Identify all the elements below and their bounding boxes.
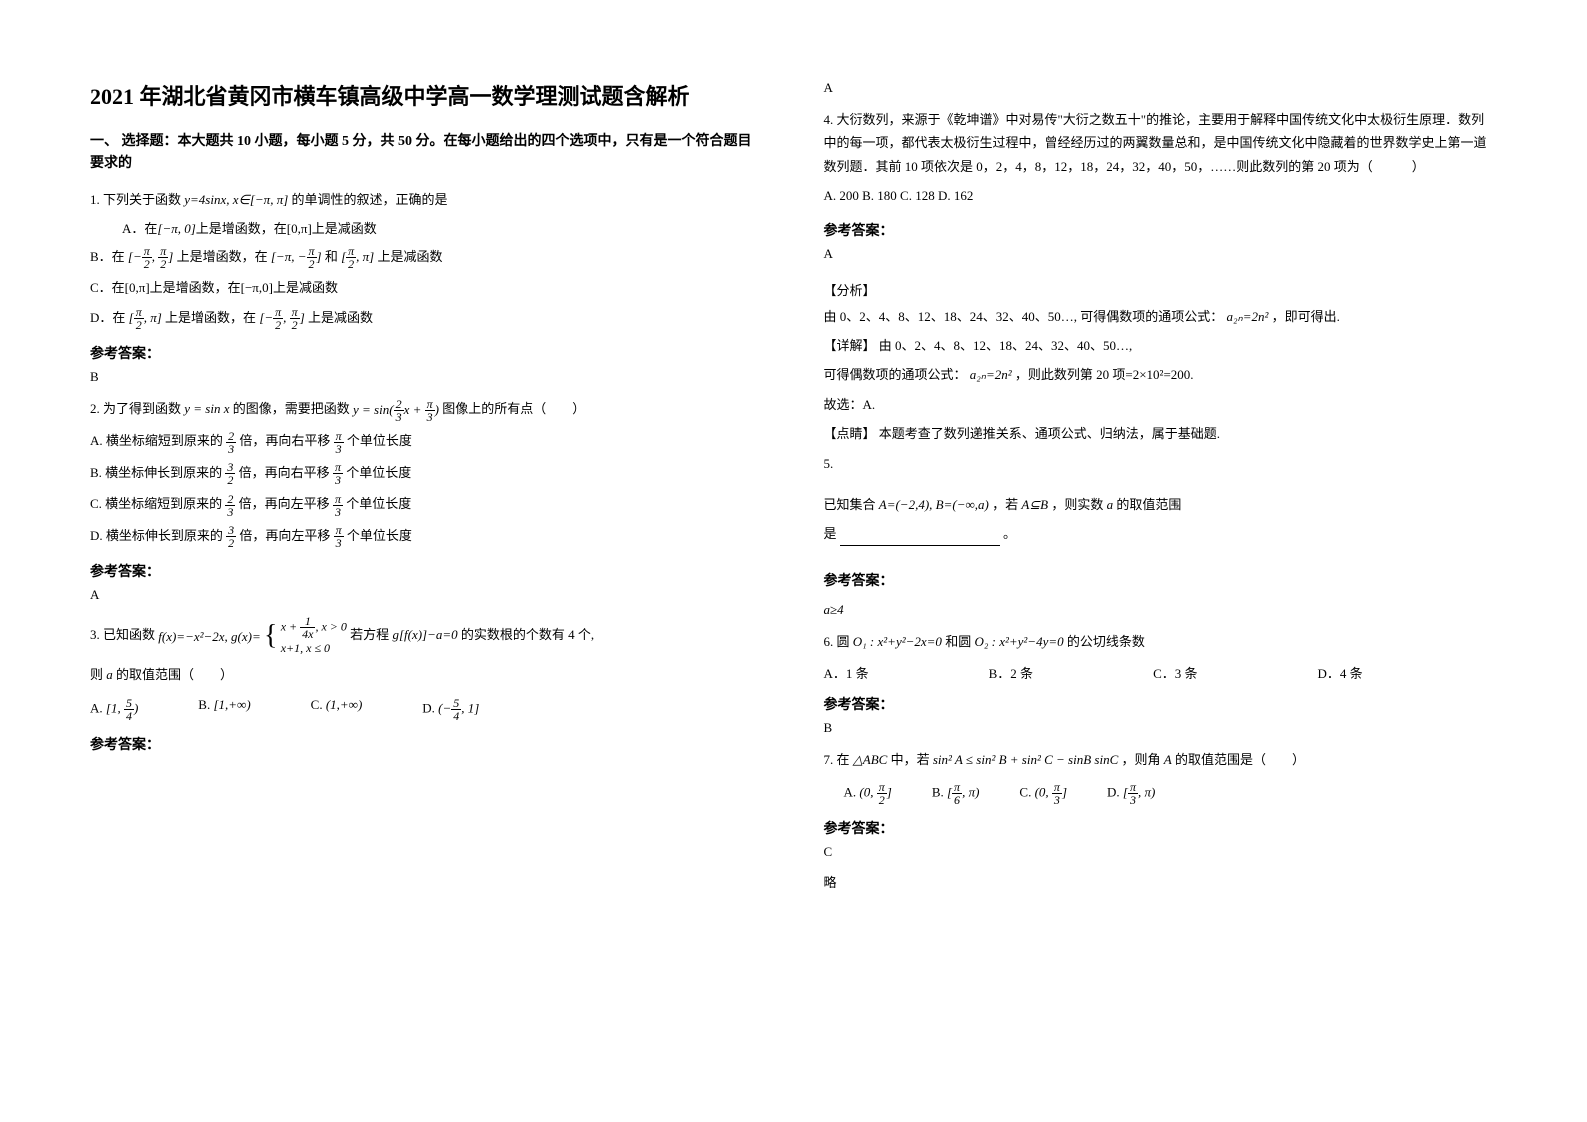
q4-answer-label: 参考答案： xyxy=(824,220,1498,240)
q2-optD: D. 横坐标伸长到原来的 32 倍，再向左平移 π3 个单位长度 xyxy=(90,524,764,550)
q3-line2: 则 a 的取值范围（ ） xyxy=(90,663,764,686)
q5-line2: 是 。 xyxy=(824,522,1498,545)
right-column: A 4. 大衍数列，来源于《乾坤谱》中对易传"大衍之数五十"的推论，主要用于解释… xyxy=(824,80,1498,1082)
q1-stem-suffix: 的单调性的叙述，正确的是 xyxy=(292,192,448,207)
q6-optA: A．1 条 xyxy=(824,663,869,682)
sin-formula: y = sin(23x + π3) xyxy=(353,398,439,424)
q4-options: A. 200 B. 180 C. 128 D. 162 xyxy=(824,184,1498,207)
q5-answer-label: 参考答案： xyxy=(824,570,1498,590)
q4-detail2: 可得偶数项的通项公式： a₂ₙ=2n² ，则此数列第 20 项=2×10²=20… xyxy=(824,363,1498,386)
section-header: 一、 选择题：本大题共 10 小题，每小题 5 分，共 50 分。在每小题给出的… xyxy=(90,131,764,176)
blank-line xyxy=(840,532,1000,546)
q7-answer-label: 参考答案： xyxy=(824,818,1498,838)
q4-detail3: 故选：A. xyxy=(824,393,1498,416)
q3-f-def: f(x)=−x²−2x, g(x)= xyxy=(158,625,261,648)
q2-answer: A xyxy=(90,587,764,603)
q1-formula: y=4sinx, x∈[−π, π] xyxy=(184,192,288,207)
q2-optB: B. 横坐标伸长到原来的 32 倍，再向右平移 π3 个单位长度 xyxy=(90,461,764,487)
q1-optA: A．在[−π, 0]上是增函数，在[0,π]上是减函数 xyxy=(122,217,764,240)
document-title: 2021 年湖北省黄冈市横车镇高级中学高一数学理测试题含解析 xyxy=(90,80,764,113)
q6-optC: C．3 条 xyxy=(1153,663,1197,682)
q1-answer-label: 参考答案： xyxy=(90,343,764,363)
q7-answer: C xyxy=(824,844,1498,860)
q3-optC: C. (1,+∞) xyxy=(311,697,363,722)
brace-icon: { xyxy=(264,622,277,650)
q3-optA: A. [1, 54) xyxy=(90,697,138,722)
q4-answer: A xyxy=(824,246,1498,262)
left-column: 2021 年湖北省黄冈市横车镇高级中学高一数学理测试题含解析 一、 选择题：本大… xyxy=(90,80,764,1082)
q2-stem: 2. 为了得到函数 y = sin x 的图像，需要把函数 y = sin(23… xyxy=(90,397,764,423)
q3-optB: B. [1,+∞) xyxy=(198,697,250,722)
q1-optD: D．在 [π2, π] 上是增函数，在 [−π2, π2] 上是减函数 xyxy=(90,306,764,332)
q6-answer: B xyxy=(824,720,1498,736)
q7-optC: C. (0, π3] xyxy=(1019,781,1067,806)
interval-icon: [−π2, π2] xyxy=(259,306,304,332)
interval-icon: [−π, −π2] xyxy=(271,245,322,271)
q7-options: A. (0, π2] B. [π6, π) C. (0, π3] D. [π3,… xyxy=(844,781,1498,806)
q4-stem: 4. 大衍数列，来源于《乾坤谱》中对易传"大衍之数五十"的推论，主要用于解释中国… xyxy=(824,108,1498,178)
q3-stem: 3. 已知函数 f(x)=−x²−2x, g(x)= { x + 14x, x … xyxy=(90,615,764,657)
q3-answer: A xyxy=(824,80,1498,96)
q4-analysis: 由 0、2、4、8、12、18、24、32、40、50…, 可得偶数项的通项公式… xyxy=(824,305,1498,328)
q5-answer: a≥4 xyxy=(824,602,1498,618)
q6-optD: D．4 条 xyxy=(1317,663,1362,682)
q5-num: 5. xyxy=(824,452,1498,475)
q7-brief: 略 xyxy=(824,872,1498,891)
q1-stem: 1. 下列关于函数 y=4sinx, x∈[−π, π] 的单调性的叙述，正确的… xyxy=(90,188,764,211)
q3-optD: D. (−54, 1] xyxy=(422,697,479,722)
q5-stem: 已知集合 A=(−2,4), B=(−∞,a) ，若 A⊆B ，则实数 a 的取… xyxy=(824,493,1498,516)
q1-optB: B．在 [−π2, π2] 上是增函数，在 [−π, −π2] 和 [π2, π… xyxy=(90,245,764,271)
q4-detail: 【详解】 由 0、2、4、8、12、18、24、32、40、50…, xyxy=(824,334,1498,357)
q7-optD: D. [π3, π) xyxy=(1107,781,1155,806)
q1-answer: B xyxy=(90,369,764,385)
q6-options: A．1 条 B．2 条 C．3 条 D．4 条 xyxy=(824,663,1498,682)
interval-icon: [−π2, π2] xyxy=(128,245,173,271)
q4-comment: 【点睛】 本题考查了数列递推关系、通项公式、归纳法，属于基础题. xyxy=(824,422,1498,445)
q2-optA: A. 横坐标缩短到原来的 23 倍，再向右平移 π3 个单位长度 xyxy=(90,429,764,455)
q4-analysis-label: 【分析】 xyxy=(824,280,1498,299)
interval-icon: [π2, π] xyxy=(129,306,162,332)
q6-answer-label: 参考答案： xyxy=(824,694,1498,714)
q1-optC: C．在[0,π]上是增函数，在[−π,0]上是减函数 xyxy=(90,276,764,299)
q6-optB: B．2 条 xyxy=(989,663,1033,682)
q7-stem: 7. 在 △ABC 中，若 sin² A ≤ sin² B + sin² C −… xyxy=(824,748,1498,771)
q6-stem: 6. 圆 O₁ : x²+y²−2x=0 和圆 O₂ : x²+y²−4y=0 … xyxy=(824,630,1498,653)
q1-stem-prefix: 1. 下列关于函数 xyxy=(90,192,181,207)
interval-icon: [π2, π] xyxy=(341,245,374,271)
q3-answer-label: 参考答案： xyxy=(90,734,764,754)
q3-options: A. [1, 54) B. [1,+∞) C. (1,+∞) D. (−54, … xyxy=(90,697,764,722)
q7-optB: B. [π6, π) xyxy=(932,781,980,806)
q2-optC: C. 横坐标缩短到原来的 23 倍，再向左平移 π3 个单位长度 xyxy=(90,492,764,518)
q7-optA: A. (0, π2] xyxy=(844,781,892,806)
q2-answer-label: 参考答案： xyxy=(90,561,764,581)
q3-piecewise: x + 14x, x > 0 x+1, x ≤ 0 xyxy=(281,615,347,657)
page-container: 2021 年湖北省黄冈市横车镇高级中学高一数学理测试题含解析 一、 选择题：本大… xyxy=(90,80,1497,1082)
